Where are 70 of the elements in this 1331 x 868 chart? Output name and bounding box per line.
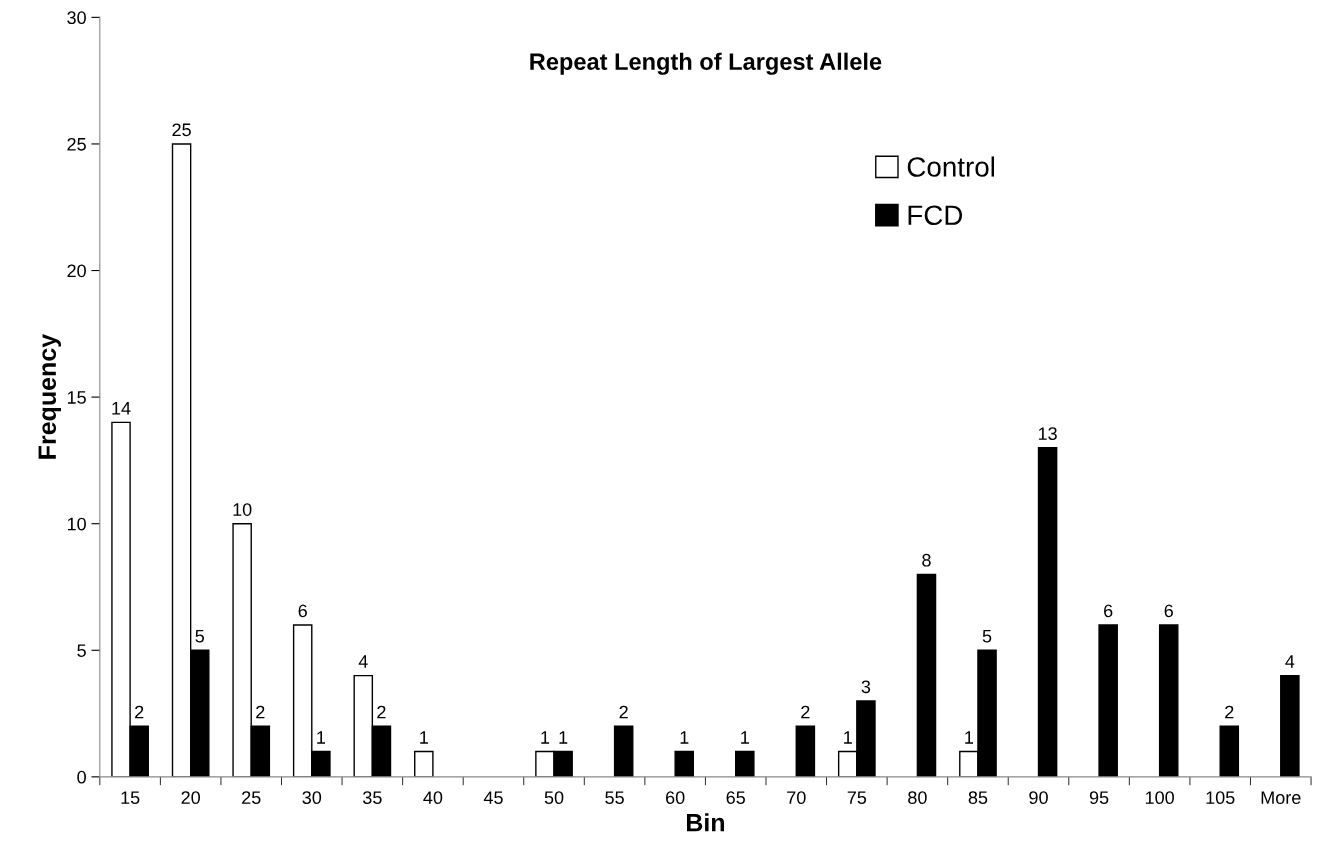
data-label: 6 bbox=[1104, 604, 1113, 618]
bar bbox=[613, 725, 634, 777]
data-label: 4 bbox=[358, 655, 368, 668]
x-tick-label: 80 bbox=[908, 791, 927, 805]
x-tick-label: 15 bbox=[121, 791, 140, 805]
bar bbox=[1219, 725, 1240, 777]
data-label: 2 bbox=[377, 705, 386, 719]
x-tick-label: 70 bbox=[787, 791, 806, 805]
data-label: 6 bbox=[1164, 604, 1173, 618]
bar bbox=[1158, 624, 1179, 777]
data-label: 8 bbox=[922, 553, 931, 567]
data-label: 1 bbox=[541, 731, 550, 744]
x-tick-label: 60 bbox=[666, 791, 685, 805]
data-label: 1 bbox=[741, 731, 749, 744]
bar bbox=[1098, 624, 1118, 777]
y-axis-title: Frequency bbox=[38, 334, 61, 459]
data-label: 4 bbox=[1285, 655, 1295, 668]
bar bbox=[1280, 674, 1300, 777]
x-tick-label: 100 bbox=[1145, 791, 1174, 805]
data-label: 2 bbox=[619, 705, 628, 719]
x-tick-label: More bbox=[1261, 791, 1301, 805]
bar bbox=[916, 573, 937, 777]
bar bbox=[795, 725, 816, 777]
data-label: 1 bbox=[420, 731, 428, 744]
y-tick-label: 30 bbox=[67, 11, 86, 25]
x-tick-label: 75 bbox=[847, 791, 867, 805]
data-label: 1 bbox=[965, 731, 974, 744]
x-tick-label: 90 bbox=[1029, 791, 1048, 805]
y-tick-label: 10 bbox=[67, 517, 86, 531]
data-label: 6 bbox=[298, 604, 307, 618]
data-label: 13 bbox=[1038, 427, 1057, 441]
text: Repeat Length of Largest Allele bbox=[530, 52, 882, 75]
legend-label: FCD bbox=[908, 205, 963, 226]
x-tick-label: 25 bbox=[242, 791, 261, 805]
y-tick-label: 0 bbox=[77, 770, 86, 784]
x-tick-label: 20 bbox=[181, 791, 200, 805]
x-tick-label: 65 bbox=[726, 791, 745, 805]
data-label: 5 bbox=[195, 629, 205, 643]
bar bbox=[735, 750, 755, 777]
x-tick-label: 55 bbox=[605, 791, 624, 805]
x-tick-label: 35 bbox=[363, 791, 382, 805]
data-label: 10 bbox=[233, 503, 252, 516]
x-tick-label: 50 bbox=[544, 791, 564, 805]
data-label: 1 bbox=[680, 731, 689, 744]
data-label: 2 bbox=[1225, 705, 1234, 719]
y-tick-label: 20 bbox=[67, 264, 86, 278]
data-label: 2 bbox=[135, 705, 144, 719]
legend-label: Control bbox=[907, 156, 995, 177]
x-axis-title: Bin bbox=[686, 813, 725, 832]
x-tick-label: 95 bbox=[1089, 791, 1109, 805]
data-label: 2 bbox=[256, 705, 265, 719]
data-label: 14 bbox=[112, 402, 131, 415]
x-tick-label: 40 bbox=[423, 791, 443, 805]
x-tick-label: 30 bbox=[302, 791, 322, 805]
x-tick-label: 45 bbox=[483, 791, 503, 805]
data-label: 25 bbox=[172, 123, 191, 137]
data-label: 1 bbox=[317, 731, 326, 744]
data-label: 3 bbox=[861, 680, 871, 694]
y-tick-label: 5 bbox=[77, 644, 86, 657]
data-label: 1 bbox=[844, 731, 852, 744]
x-tick-label: 85 bbox=[968, 791, 988, 805]
bar bbox=[1037, 447, 1058, 777]
y-tick-label: 15 bbox=[67, 391, 86, 404]
bar bbox=[414, 750, 434, 777]
y-tick-label: 25 bbox=[67, 137, 86, 151]
data-label: 1 bbox=[559, 731, 568, 744]
data-label: 5 bbox=[982, 629, 992, 643]
data-label: 2 bbox=[801, 705, 810, 719]
x-tick-label: 105 bbox=[1206, 791, 1235, 805]
bar bbox=[674, 750, 695, 777]
